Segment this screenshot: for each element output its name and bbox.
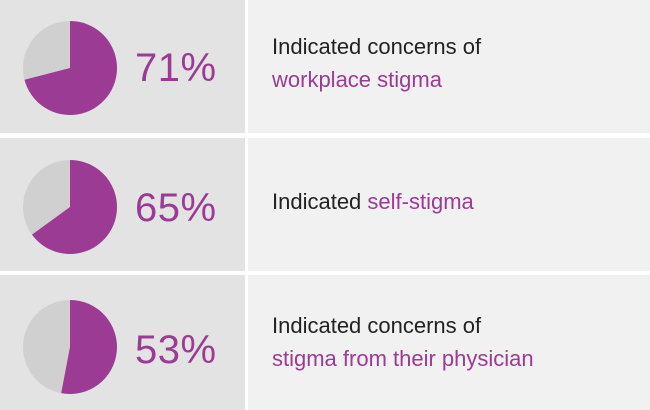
percentage-label: 71% [135, 46, 217, 90]
percentage-label: 65% [135, 186, 217, 230]
description-highlight: stigma from their physician [272, 346, 534, 371]
description-highlight: self-stigma [367, 189, 474, 214]
description-prefix: Indicated [272, 189, 368, 214]
stat-row-physician-stigma: 53% Indicated concerns of stigma from th… [0, 275, 650, 410]
stat-description-panel [248, 138, 650, 271]
pie-chart [23, 21, 118, 115]
stat-description: Indicated concerns of stigma from their … [272, 309, 534, 375]
stat-description-panel [248, 0, 650, 133]
stat-visual-panel: 53% [0, 275, 245, 410]
stat-description-panel [248, 275, 650, 410]
pie-chart [23, 160, 118, 254]
pie-value-slice [31, 160, 118, 254]
pie-chart [23, 300, 117, 394]
description-line: Indicated concerns of [272, 313, 482, 338]
stat-row-self-stigma: 65% Indicated self-stigma [0, 138, 650, 271]
description-line: Indicated concerns of [272, 34, 482, 59]
stat-row-workplace-stigma: 71% Indicated concerns of workplace stig… [0, 0, 650, 133]
stat-description: Indicated self-stigma [272, 185, 474, 218]
stat-description: Indicated concerns of workplace stigma [272, 30, 481, 96]
stat-visual-panel: 71% [0, 0, 245, 133]
pie-value-slice [24, 21, 118, 115]
percentage-label: 53% [135, 328, 217, 372]
description-highlight: workplace stigma [272, 67, 442, 92]
stat-visual-panel: 65% [0, 138, 245, 271]
pie-value-slice [61, 300, 117, 394]
